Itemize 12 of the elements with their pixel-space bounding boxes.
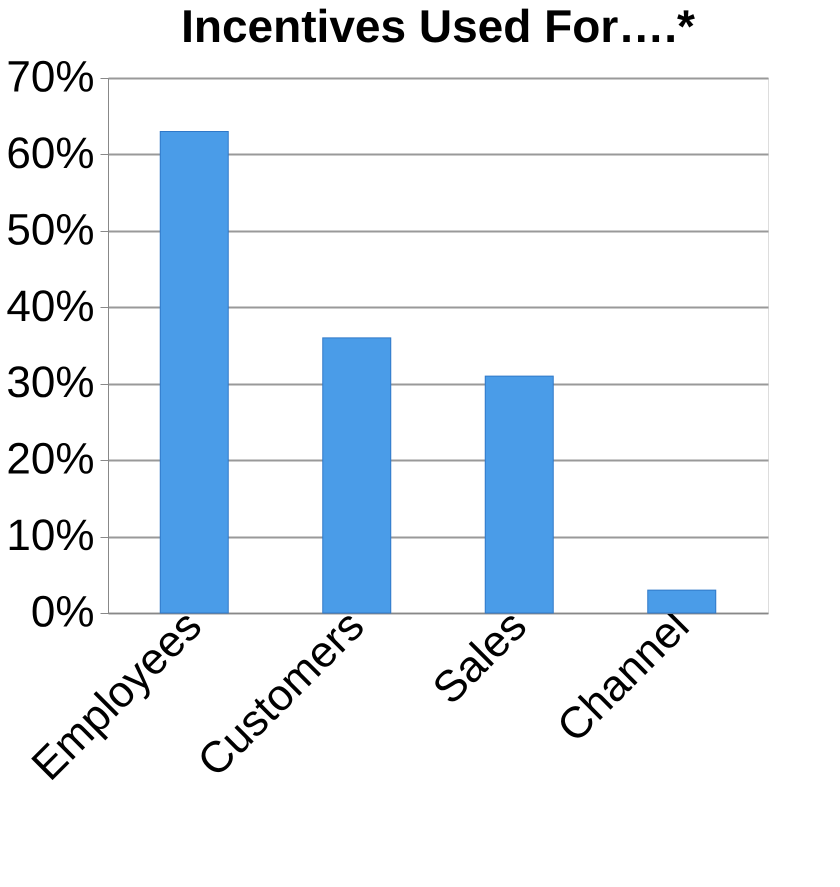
y-tick-label: 70% [6,52,94,102]
bar [647,590,716,614]
y-tick-label: 30% [6,358,94,408]
y-tick-label: 60% [6,128,94,178]
y-tick-label: 10% [6,511,94,560]
chart-title: Incentives Used For….* [181,0,695,52]
bar [160,131,229,614]
y-tick-label: 20% [6,434,94,484]
y-tick-label: 40% [6,282,94,331]
y-tick-label: 50% [6,205,94,254]
bar [484,376,554,614]
bar [322,337,392,614]
